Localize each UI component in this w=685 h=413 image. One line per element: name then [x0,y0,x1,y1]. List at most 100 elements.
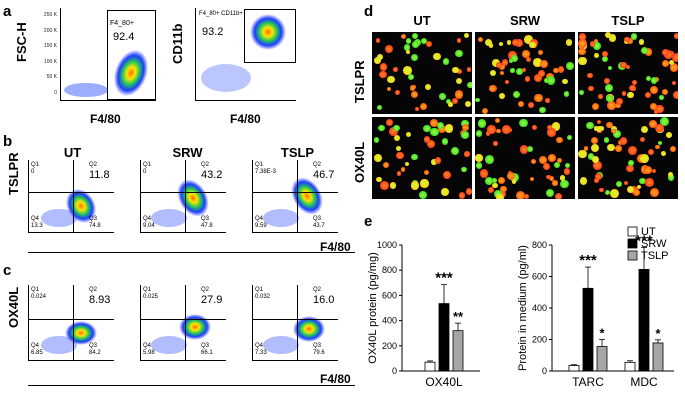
cell-dot [434,157,442,164]
cell-dot [494,117,501,124]
y-tick-label: 600 [382,290,397,300]
cell-dot [578,33,586,41]
cell-dot [394,89,401,96]
significance-label: *** [435,270,453,287]
cell-dot [605,32,612,38]
cell-dot [424,169,430,175]
cell-dot [405,38,412,44]
cell-dot [419,102,428,110]
panel-e-label: e [364,213,373,230]
cell-dot [630,33,637,40]
cell-dot [528,102,535,109]
cell-dot [564,162,570,168]
cell-dot [499,63,506,70]
cell-dot [626,38,633,44]
cell-dot [559,175,566,181]
panel-c-axis-line [28,385,355,386]
cell-dot [461,166,467,173]
cell-dot [604,189,610,195]
y-tick-label: 800 [382,265,397,275]
cell-dot [643,166,653,175]
panel-b-xlabel: F4/80 [320,240,351,254]
panel-a-plot2: F4_80+ CD11b+ 93.2 [195,8,296,101]
cell-dot [578,149,587,159]
cell-dot [496,193,504,199]
cell-dot [425,41,433,48]
cell-dot [669,146,676,152]
y-axis-label: Protein in medium (pg/ml) [517,245,529,371]
micrograph-tslpr-ut [372,32,472,114]
cell-dot [525,76,531,82]
cell-dot [560,179,569,189]
cell-dot [396,170,402,176]
cell-dot [441,138,448,145]
cell-dot [499,92,506,100]
cell-dot [534,93,544,103]
cell-dot [385,119,393,127]
cell-dot [539,106,546,114]
bar-srw [638,269,650,372]
cell-dot [538,70,546,78]
cell-dot [644,47,653,56]
cell-dot [557,158,563,164]
cell-dot [552,180,558,186]
cell-dot [496,128,501,134]
cell-dot [405,132,411,138]
bar-tslp [652,342,664,372]
category-label: MDC [630,375,658,389]
significance-label: *** [635,232,653,249]
cell-dot [441,188,449,196]
cell-dot [609,189,619,199]
significance-label: * [655,326,661,341]
cell-dot [590,144,599,153]
cell-dot [380,63,388,71]
panel-a-plot1: F4_80+ 92.4 [60,8,156,101]
cell-dot [632,189,641,197]
cell-dot [411,153,418,161]
cell-dot [431,159,437,165]
category-label: OX40L [425,375,463,389]
cell-dot [394,134,401,141]
cell-dot [639,153,649,163]
cell-dot [488,85,496,93]
cell-dot [672,91,678,100]
cell-dot [585,121,594,130]
cell-dot [456,68,463,74]
cell-dot [389,182,397,190]
panel-d-label: d [364,3,374,20]
panel-a-label: a [3,3,12,20]
cell-dot [619,137,628,145]
cell-dot [650,77,658,84]
cell-dot [565,38,573,46]
cell-dot [645,75,652,82]
cell-dot [475,130,483,137]
y-tick-label: 400 [382,316,397,326]
cell-dot [592,155,600,163]
cell-dot [654,104,664,114]
cell-dot [649,188,659,198]
cell-dot [444,124,454,134]
cell-dot [557,66,565,73]
cell-dot [451,146,460,156]
cell-dot [612,129,621,138]
cell-dot [567,135,573,141]
cell-dot [608,34,617,42]
cell-dot [410,181,420,190]
cell-dot [433,52,441,61]
cell-dot [455,49,463,58]
scatter-cloud [201,14,286,92]
y-tick-label: 600 [532,272,547,282]
cell-dot [497,177,505,185]
y-tick-label: 400 [532,303,547,313]
cell-dot [488,43,494,48]
cell-dot [516,67,524,75]
cell-dot [599,188,604,193]
cell-dot [374,57,382,64]
cell-dot [522,49,530,58]
cell-dot [641,125,649,133]
bar-tslp [596,346,608,372]
cell-dot [462,123,470,132]
cell-dot [476,162,483,169]
cell-dot [615,145,622,152]
cell-dot [500,185,507,193]
